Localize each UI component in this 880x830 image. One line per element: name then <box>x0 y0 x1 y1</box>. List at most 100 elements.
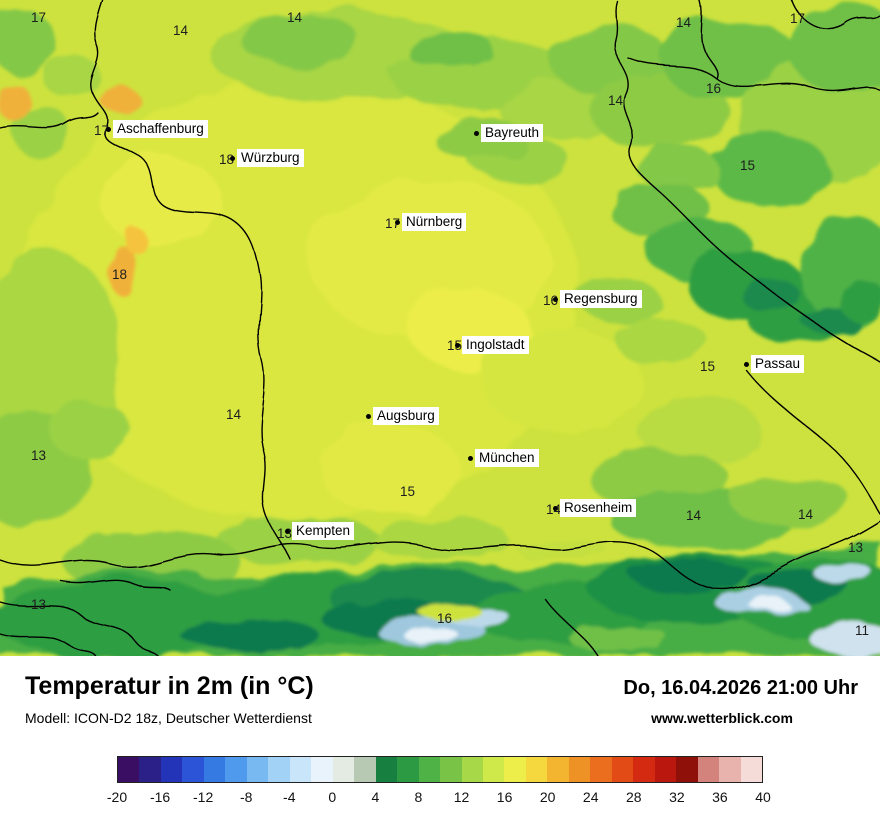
colorbar-tick-label: 0 <box>328 789 337 805</box>
colorbar-segment <box>118 757 140 782</box>
temperature-value: 15 <box>447 338 462 353</box>
city-label: München <box>475 449 539 467</box>
temperature-value: 17 <box>94 123 110 138</box>
colorbar-segment <box>504 757 526 782</box>
colorbar-tick-label: 20 <box>539 789 556 805</box>
temperature-value: 14 <box>686 508 702 523</box>
temperature-value: 15 <box>700 359 716 374</box>
city-dot-icon <box>230 155 235 161</box>
city-marker: Augsburg <box>366 407 439 425</box>
city-dot-icon <box>553 296 558 302</box>
colorbar-tick-label: -4 <box>283 789 296 805</box>
colorbar-segment <box>547 757 569 782</box>
city-label: Augsburg <box>373 407 439 425</box>
city-marker: Nürnberg <box>395 213 467 231</box>
colorbar-segment <box>654 757 677 782</box>
city-dot-icon <box>366 413 371 419</box>
colorbar-segment <box>139 757 161 782</box>
temperature-value: 17 <box>790 11 806 26</box>
colorbar-tick-label: 28 <box>626 789 642 805</box>
colorbar-segment <box>740 757 763 782</box>
city-dot-icon <box>285 528 290 534</box>
colorbar-segment <box>697 757 720 782</box>
colorbar-segment <box>203 757 226 782</box>
city-dot-icon <box>455 342 460 348</box>
city-label: Würzburg <box>237 149 304 167</box>
city-label: Ingolstadt <box>462 336 529 354</box>
colorbar-tick-row: -20 -16 -12 -8 -4 0 4 8 12 16 20 24 28 32 36 40 <box>107 789 771 809</box>
temperature-colorbar <box>117 756 763 783</box>
temperature-value: 14 <box>226 407 242 422</box>
colorbar-segment <box>182 757 204 782</box>
colorbar-tick-label: 12 <box>453 789 470 805</box>
map-background <box>0 0 880 656</box>
colorbar-tick-label: 36 <box>712 789 728 805</box>
temperature-map: 1714141417161417181517181615151413151414… <box>0 0 880 656</box>
temperature-value: 16 <box>706 81 722 96</box>
temperature-value: 14 <box>798 507 814 522</box>
colorbar-tick-label: -20 <box>106 789 128 805</box>
city-dot-icon <box>744 361 749 367</box>
colorbar-segment <box>568 757 591 782</box>
map-overlay: 1714141417161417181517181615151413151414… <box>31 10 870 638</box>
city-dot-icon <box>474 130 479 136</box>
colorbar-segment <box>633 757 655 782</box>
colorbar-segment <box>311 757 333 782</box>
city-dot-icon <box>106 126 111 132</box>
city-marker: Rosenheim <box>553 499 637 517</box>
colorbar-tick-label: 8 <box>414 789 423 805</box>
colorbar-tick-label: 32 <box>669 789 685 805</box>
colorbar-segment <box>482 757 505 782</box>
temperature-value: 13 <box>31 448 47 463</box>
website-label: www.wetterblick.com <box>651 710 793 726</box>
temperature-value: 14 <box>608 93 624 108</box>
city-marker: Regensburg <box>553 290 642 308</box>
city-dot-icon <box>395 219 400 225</box>
city-dot-icon <box>553 505 558 511</box>
city-dot-icon <box>468 455 473 461</box>
colorbar-segment <box>354 757 376 782</box>
datetime-label: Do, 16.04.2026 21:00 Uhr <box>623 677 858 699</box>
temperature-value: 13 <box>31 597 47 612</box>
colorbar-segment <box>611 757 634 782</box>
colorbar-segment <box>268 757 290 782</box>
colorbar-tick-label: 40 <box>755 789 771 805</box>
temperature-value: 15 <box>400 484 416 499</box>
city-label: Bayreuth <box>481 124 544 142</box>
colorbar-segment <box>590 757 612 782</box>
colorbar-tick-label: -16 <box>149 789 171 805</box>
colorbar-segment <box>225 757 247 782</box>
colorbar-tick-label: -8 <box>239 789 253 805</box>
city-marker: Kempten <box>285 522 355 540</box>
temperature-value: 14 <box>287 10 303 25</box>
colorbar-segment <box>525 757 548 782</box>
colorbar-segment <box>332 757 355 782</box>
temperature-value: 18 <box>112 267 128 282</box>
city-marker: Ingolstadt <box>455 336 529 354</box>
city-marker: Bayreuth <box>474 124 544 142</box>
colorbar-tick-label: -12 <box>193 789 214 805</box>
city-label: Regensburg <box>560 290 642 308</box>
temperature-value: 11 <box>855 623 870 638</box>
city-marker: Würzburg <box>230 149 304 167</box>
colorbar-tick-label: 24 <box>582 789 599 805</box>
city-label: Aschaffenburg <box>113 120 208 138</box>
colorbar-segment <box>676 757 698 782</box>
colorbar-segment <box>397 757 419 782</box>
city-label: Rosenheim <box>560 499 637 517</box>
city-label: Kempten <box>292 522 355 540</box>
city-marker: München <box>468 449 539 467</box>
temperature-value: 13 <box>848 540 864 555</box>
colorbar-segment <box>160 757 183 782</box>
map-title: Temperatur in 2m (in °C) <box>25 672 314 700</box>
footer: Temperatur in 2m (in °C) Do, 16.04.2026 … <box>0 656 880 830</box>
colorbar-segment <box>440 757 462 782</box>
temperature-value: 14 <box>173 23 189 38</box>
colorbar-segment <box>289 757 312 782</box>
city-label: Nürnberg <box>402 213 467 231</box>
colorbar-segment <box>719 757 741 782</box>
colorbar-segment <box>375 757 398 782</box>
colorbar-segment <box>418 757 441 782</box>
temperature-value: 16 <box>437 611 453 626</box>
